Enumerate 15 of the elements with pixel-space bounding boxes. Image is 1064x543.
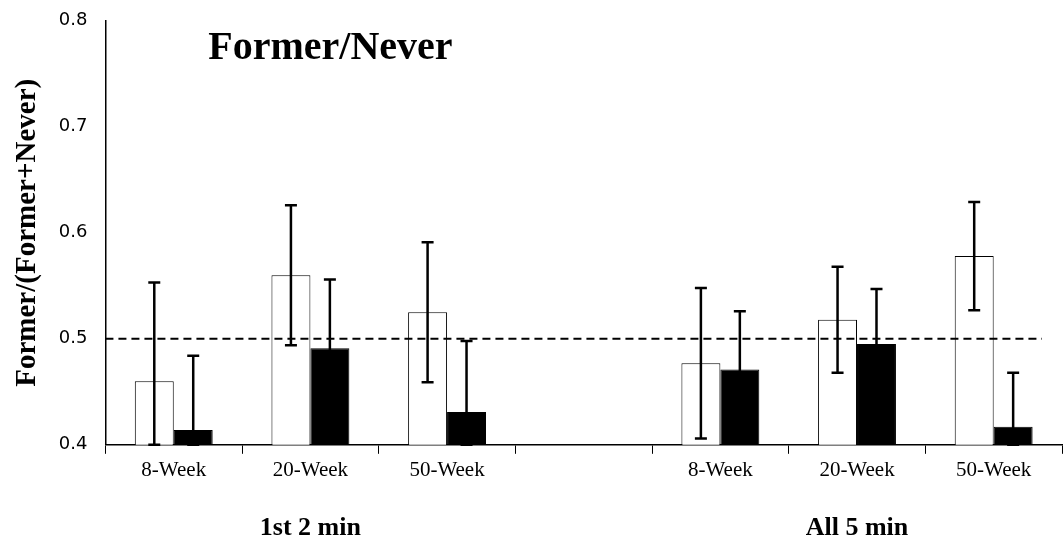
y-tick-label: 0.4 [58, 432, 88, 454]
x-tick-label: 20-Week [819, 456, 896, 481]
x-tick-label: 50-Week [956, 456, 1032, 481]
text: All 5 min [805, 511, 909, 541]
y-axis-title: Former/(Former+Never) [8, 78, 42, 387]
y-tick-label: 0.5 [58, 326, 88, 348]
y-tick-label: 0.7 [58, 114, 88, 136]
chart-title: Former/Never [208, 23, 453, 69]
x-tick-label: 8-Week [141, 456, 207, 481]
x-tick-label: 8-Week [687, 456, 754, 481]
text: 1st 2 min [259, 511, 362, 541]
y-tick-label: 0.6 [58, 220, 88, 242]
y-tick-label: 0.8 [58, 8, 88, 30]
x-tick-label: 50-Week [409, 456, 486, 481]
x-tick-label: 20-Week [272, 456, 349, 481]
